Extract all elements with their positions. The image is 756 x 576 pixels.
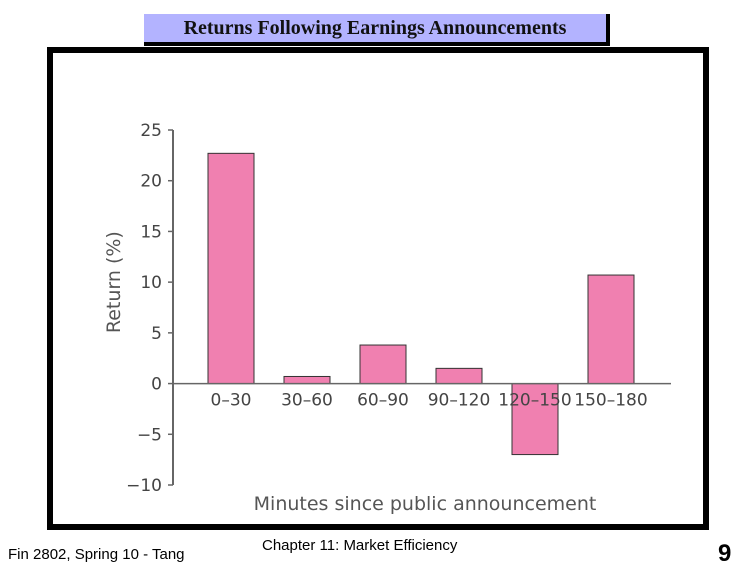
y-tick-label: 10 — [140, 273, 162, 293]
y-axis-label: Return (%) — [103, 231, 125, 333]
page-number: 9 — [718, 540, 732, 567]
y-tick-label: 5 — [151, 324, 162, 344]
x-tick-label: 60–90 — [357, 391, 409, 411]
x-tick-label: 30–60 — [281, 391, 333, 411]
bar — [207, 152, 255, 385]
bar — [359, 344, 407, 385]
y-tick-label: −10 — [126, 476, 162, 496]
bar — [435, 367, 483, 385]
bar — [283, 375, 331, 385]
footer-chapter: Chapter 11: Market Efficiency — [262, 537, 458, 554]
bar — [587, 274, 635, 385]
y-tick-label: 25 — [140, 121, 162, 141]
x-tick-label: 120–150 — [498, 391, 571, 411]
y-tick-label: 15 — [140, 222, 162, 242]
y-axis: 25 20 15 10 5 0 −5 −10 — [126, 121, 174, 496]
bar-chart: 25 20 15 10 5 0 −5 −10 0–30 30–60 60–90 90–120 120–… — [103, 121, 671, 515]
footer-course: Fin 2802, Spring 10 - Tang — [8, 546, 185, 563]
bars — [207, 152, 635, 456]
y-tick-label: 20 — [140, 172, 162, 192]
x-axis: 0–30 30–60 60–90 90–120 120–150 150–180 — [173, 382, 671, 411]
x-axis-label: Minutes since public announcement — [254, 493, 597, 515]
x-tick-label: 150–180 — [574, 391, 647, 411]
x-tick-label: 0–30 — [211, 391, 252, 411]
y-tick-label: 0 — [151, 375, 162, 395]
y-tick-label: −5 — [137, 425, 162, 445]
slide-title: Returns Following Earnings Announcements — [144, 14, 610, 46]
chart-frame: 25 20 15 10 5 0 −5 −10 0–30 30–60 60–90 90–120 120–… — [47, 47, 709, 530]
x-tick-label: 90–120 — [428, 391, 491, 411]
